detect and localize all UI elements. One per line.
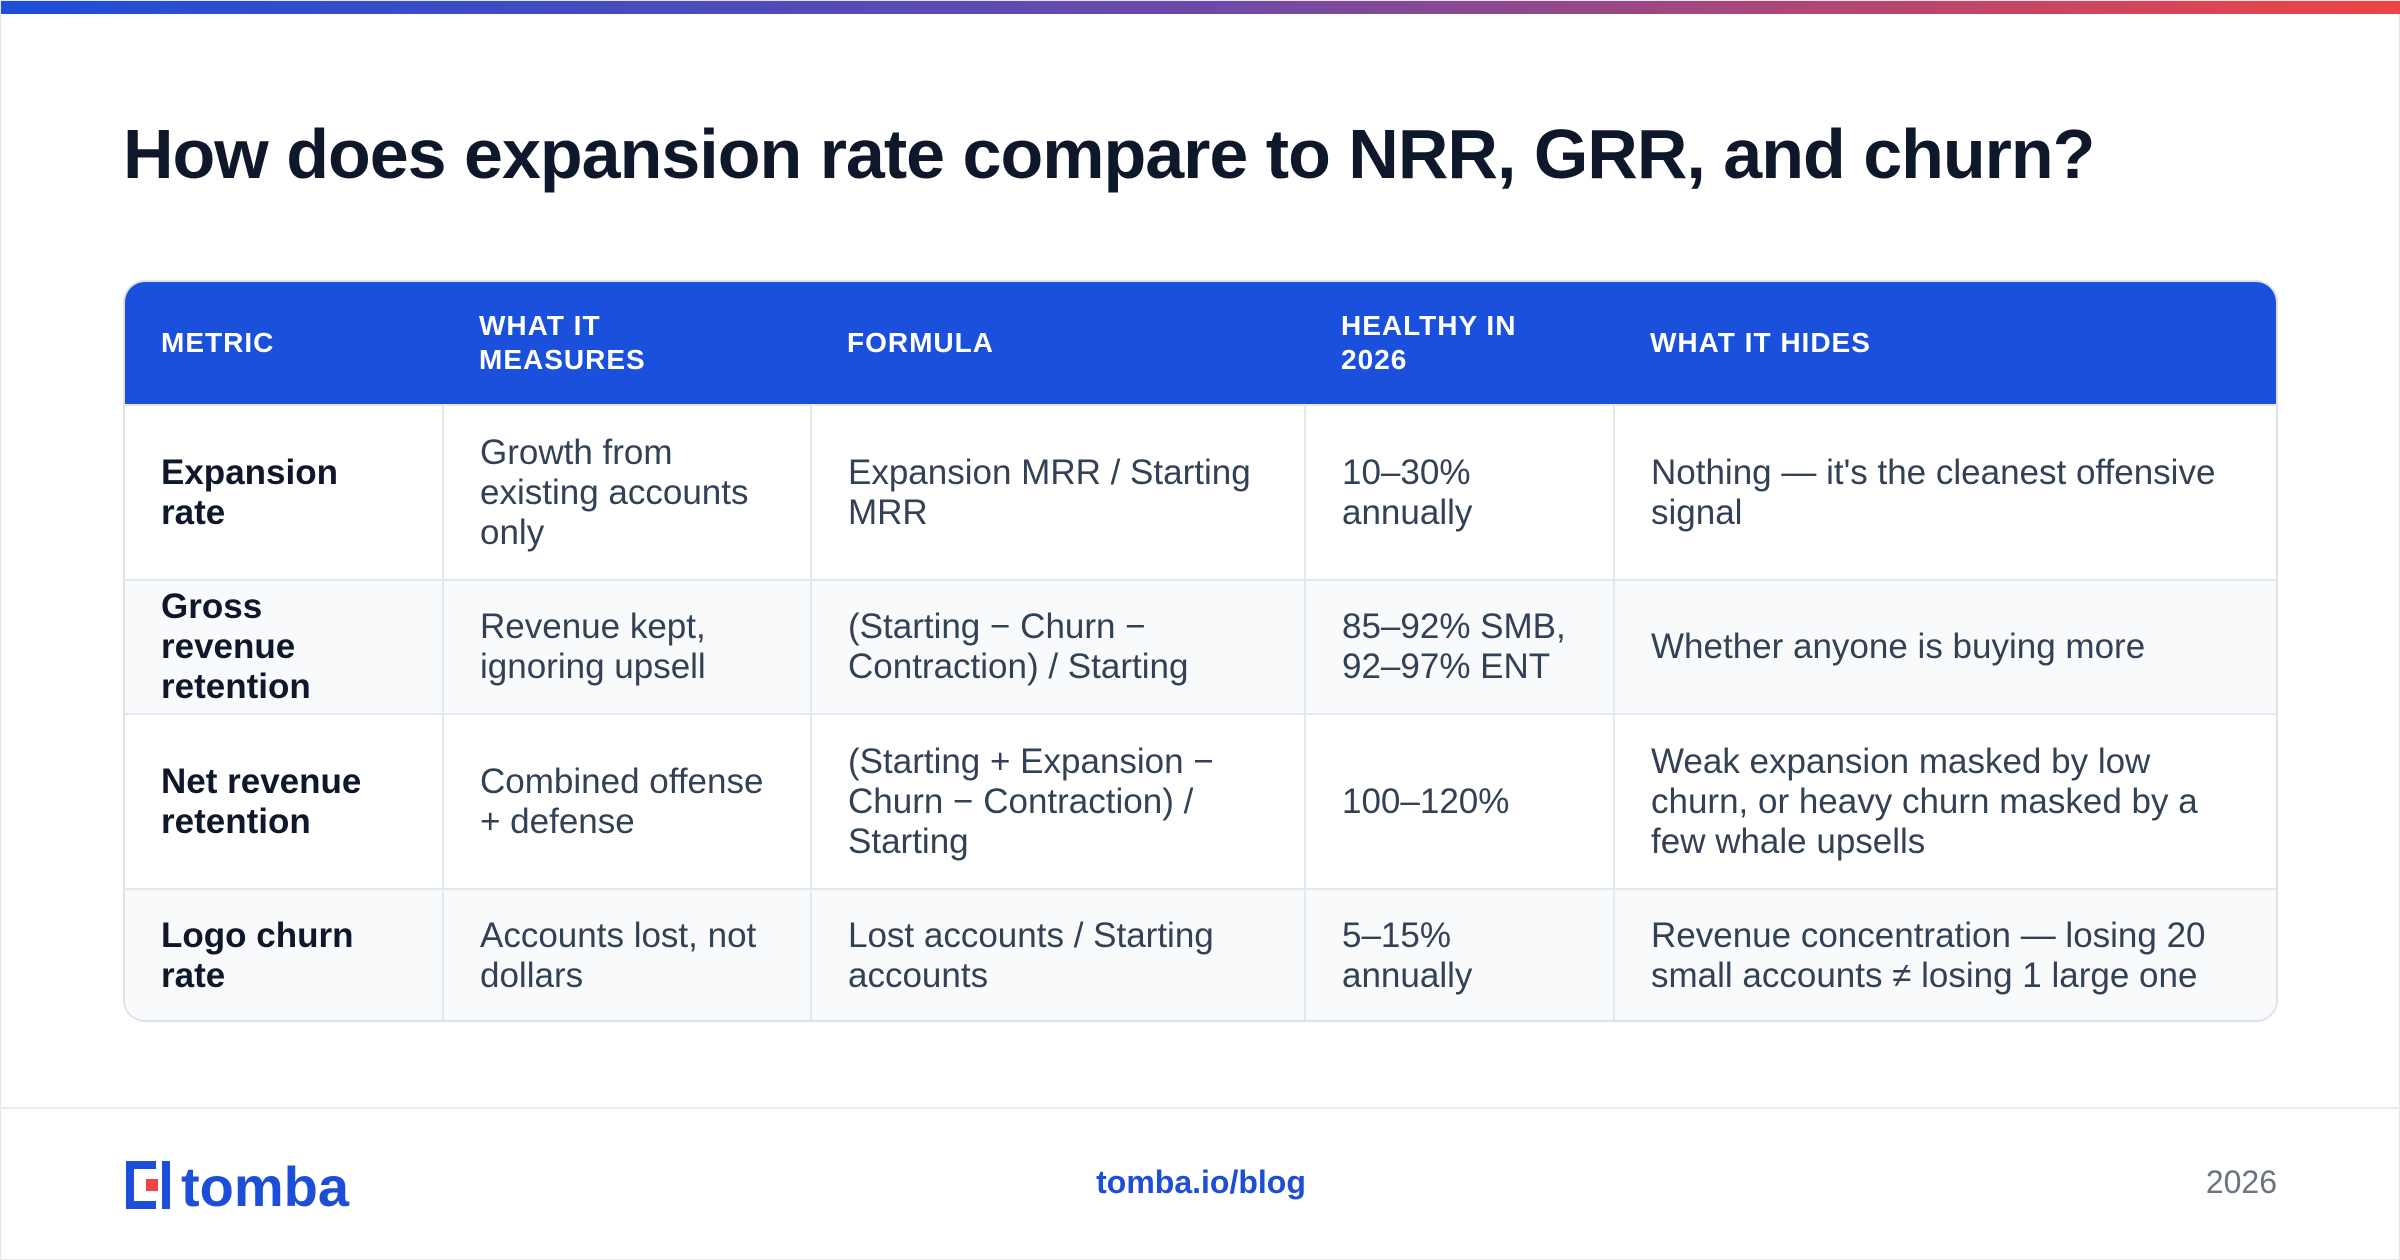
logo-wordmark: tomba: [181, 1158, 350, 1212]
hides-cell: Weak expansion masked by low churn, or h…: [1613, 713, 2276, 889]
table-row: Expansion rate Growth from existing acco…: [125, 404, 2276, 580]
page-title: How does expansion rate compare to NRR, …: [123, 115, 2095, 193]
healthy-cell: 85–92% SMB, 92–97% ENT: [1304, 579, 1614, 714]
table-row: Net revenue retention Combined offense +…: [125, 713, 2276, 889]
table-row: Logo churn rate Accounts lost, not dolla…: [125, 888, 2276, 1020]
formula-cell: Lost accounts / Starting accounts: [810, 888, 1305, 1020]
metric-cell: Gross revenue retention: [125, 579, 443, 714]
table-header-row: METRIC WHAT IT MEASURES FORMULA HEALTHY …: [125, 282, 2276, 405]
healthy-cell: 10–30% annually: [1304, 404, 1614, 580]
comparison-table: METRIC WHAT IT MEASURES FORMULA HEALTHY …: [123, 280, 2278, 1022]
header-healthy-in-2026: HEALTHY IN 2026: [1341, 310, 1517, 375]
hides-cell: Revenue concentration — losing 20 small …: [1613, 888, 2276, 1020]
measures-cell: Accounts lost, not dollars: [442, 888, 811, 1020]
tomba-logo-icon: tomba: [126, 1158, 350, 1212]
footer-year: 2026: [2205, 1164, 2277, 1200]
header-what-it-measures: WHAT IT MEASURES: [479, 310, 646, 375]
measures-cell: Revenue kept, ignoring upsell: [442, 579, 811, 714]
blog-link[interactable]: tomba.io/blog: [1096, 1164, 1306, 1200]
hides-cell: Whether anyone is buying more: [1613, 579, 2276, 714]
footer-divider: [1, 1107, 2400, 1109]
measures-cell: Growth from existing accounts only: [442, 404, 811, 580]
table-row: Gross revenue retention Revenue kept, ig…: [125, 579, 2276, 714]
metric-cell: Expansion rate: [125, 404, 443, 580]
metric-cell: Logo churn rate: [125, 888, 443, 1020]
hides-cell: Nothing — it's the cleanest offensive si…: [1613, 404, 2276, 580]
tomba-logo[interactable]: tomba: [123, 1158, 383, 1212]
header-what-it-hides: WHAT IT HIDES: [1650, 327, 1871, 358]
measures-cell: Combined offense + defense: [442, 713, 811, 889]
header-metric: METRIC: [161, 327, 275, 358]
formula-cell: (Starting − Churn − Contraction) / Start…: [810, 579, 1305, 714]
metrics-table: METRIC WHAT IT MEASURES FORMULA HEALTHY …: [125, 282, 2276, 1020]
formula-cell: Expansion MRR / Starting MRR: [810, 404, 1305, 580]
metric-cell: Net revenue retention: [125, 713, 443, 889]
header-formula: FORMULA: [847, 327, 994, 358]
healthy-cell: 100–120%: [1304, 713, 1614, 889]
formula-cell: (Starting + Expansion − Churn − Contract…: [810, 713, 1305, 889]
top-gradient-bar: [1, 1, 2400, 14]
healthy-cell: 5–15% annually: [1304, 888, 1614, 1020]
